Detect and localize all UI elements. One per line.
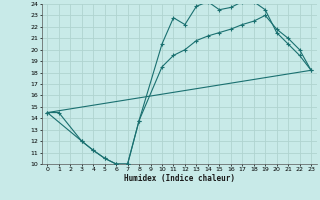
X-axis label: Humidex (Indice chaleur): Humidex (Indice chaleur) bbox=[124, 174, 235, 183]
